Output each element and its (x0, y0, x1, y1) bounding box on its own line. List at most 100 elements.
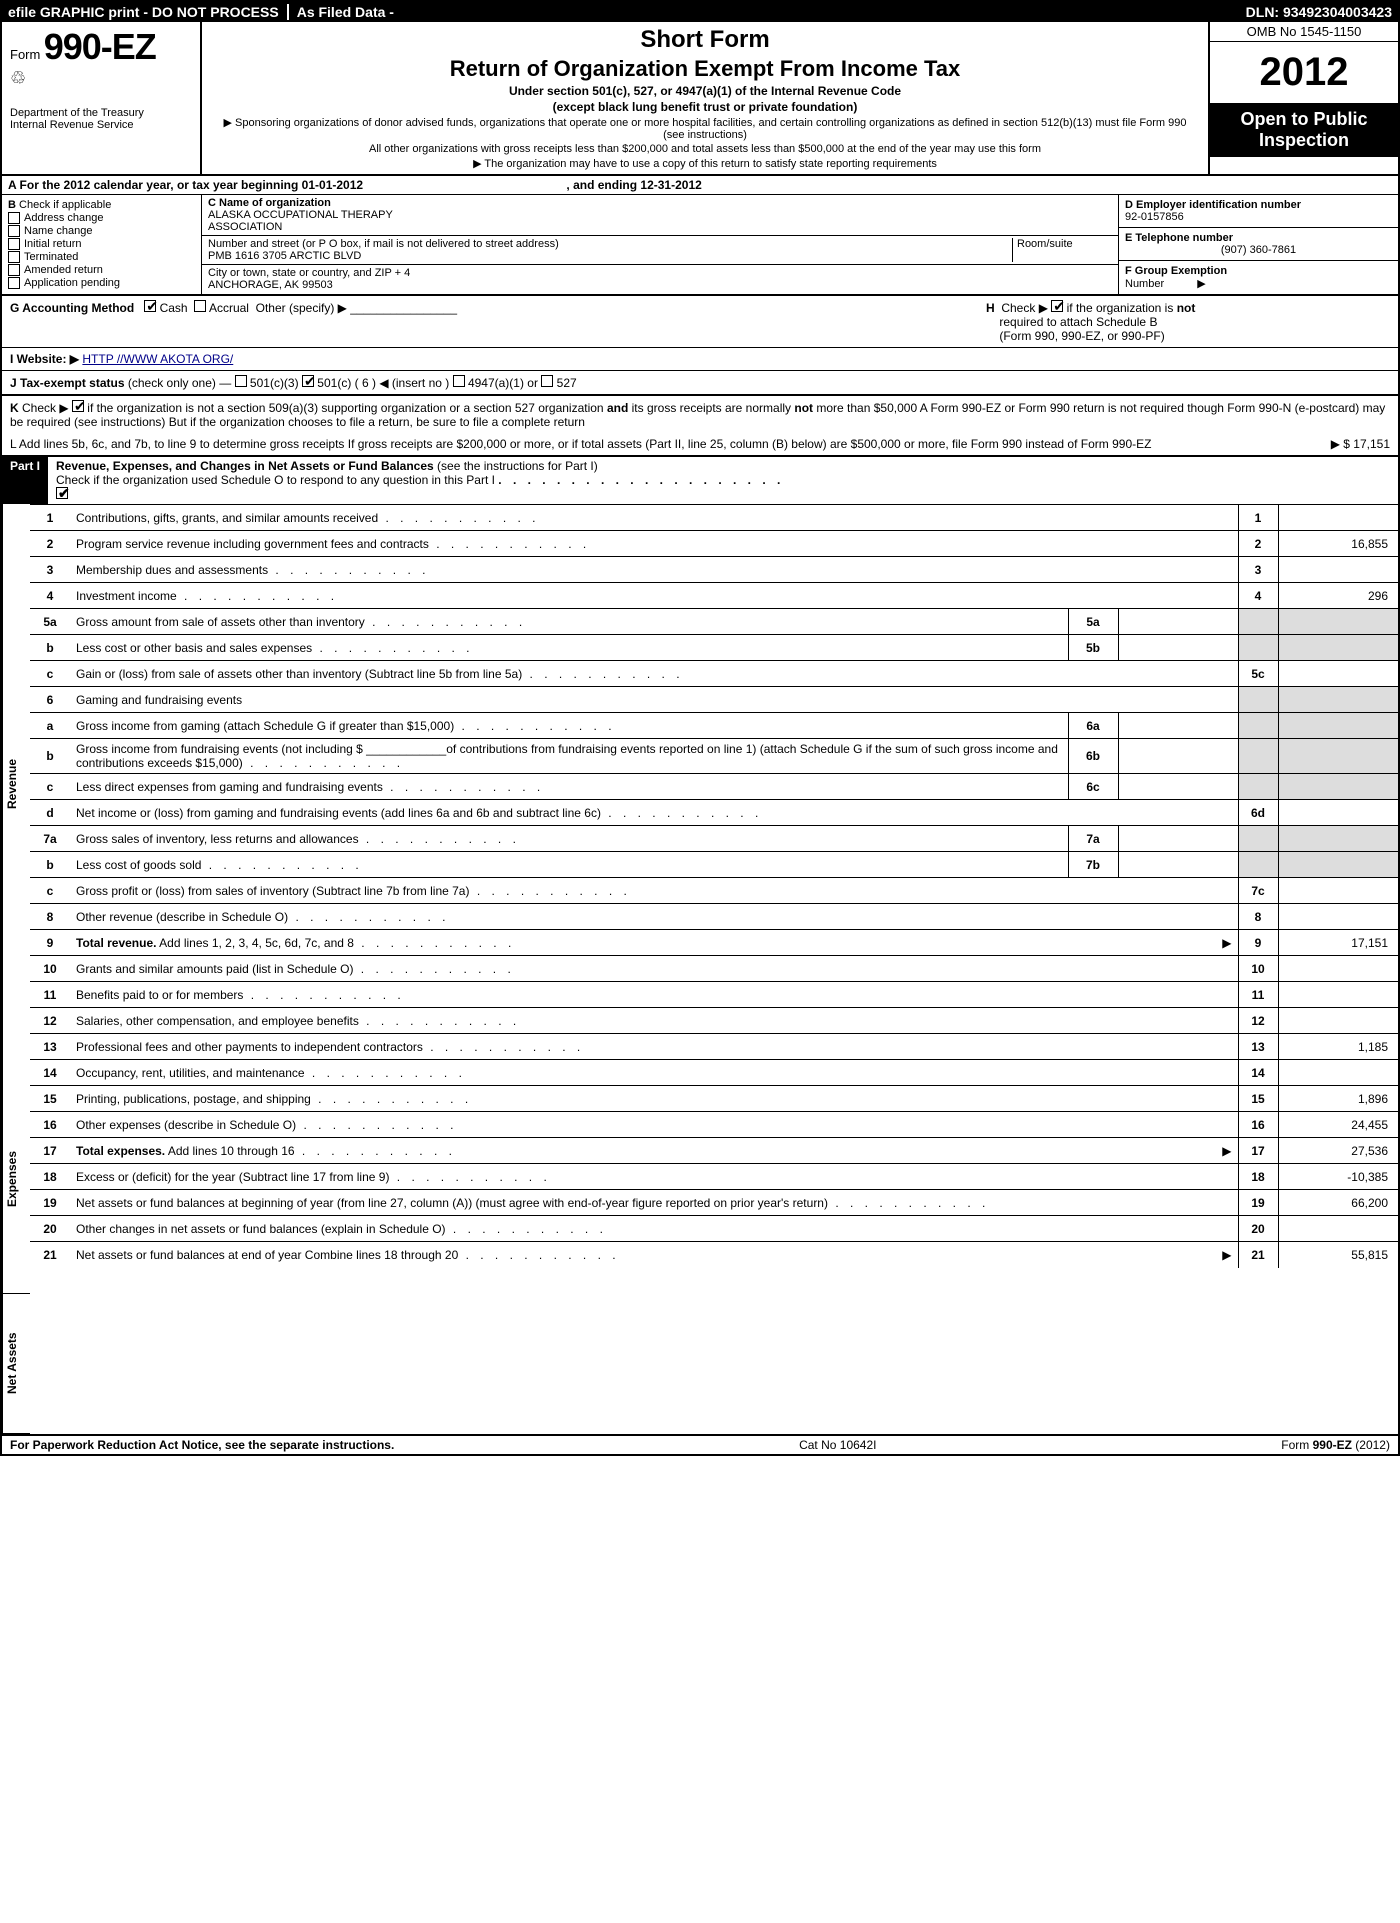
b-head: B (8, 199, 16, 211)
treasury-1: Department of the Treasury (10, 107, 192, 119)
b-item-3: Terminated (24, 251, 78, 263)
lnum-l11: 11 (30, 982, 70, 1008)
part-i-title-text: Revenue, Expenses, and Changes in Net As… (56, 459, 434, 473)
chk-name[interactable] (8, 225, 20, 237)
dots-l5b: . . . . . . . . . . . (312, 641, 473, 655)
rval-l9: 17,151 (1278, 930, 1398, 956)
rval-l14 (1278, 1060, 1398, 1086)
section-bcdef: B Check if applicable Address change Nam… (2, 195, 1398, 296)
desc-l18: Excess or (deficit) for the year (Subtra… (70, 1164, 1238, 1190)
c-name-row: C Name of organization ALASKA OCCUPATION… (202, 195, 1118, 236)
chk-accrual[interactable] (194, 300, 206, 312)
j-o1: 501(c)(3) (250, 376, 299, 390)
line-l10: 10Grants and similar amounts paid (list … (30, 956, 1398, 982)
dots-l4: . . . . . . . . . . . (177, 589, 338, 603)
lnum-l17: 17 (30, 1138, 70, 1164)
rnum-l21: 21 (1238, 1242, 1278, 1268)
lnum-l3: 3 (30, 557, 70, 583)
chk-501c3[interactable] (235, 375, 247, 387)
lnum-l7a: 7a (30, 826, 70, 852)
desc-l7a: Gross sales of inventory, less returns a… (70, 826, 1068, 852)
desc-l13: Professional fees and other payments to … (70, 1034, 1238, 1060)
footer: For Paperwork Reduction Act Notice, see … (2, 1434, 1398, 1454)
short-form-title: Short Form (212, 26, 1198, 54)
dots-l17: . . . . . . . . . . . (295, 1144, 456, 1158)
chk-terminated[interactable] (8, 251, 20, 263)
dots-l5c: . . . . . . . . . . . (522, 667, 683, 681)
k-label: K (10, 401, 19, 415)
chk-527[interactable] (541, 375, 553, 387)
rval-l5b (1278, 635, 1398, 661)
dots-l16: . . . . . . . . . . . (296, 1118, 457, 1132)
line-l9: 9Total revenue. Add lines 1, 2, 3, 4, 5c… (30, 930, 1398, 956)
rval-l19: 66,200 (1278, 1190, 1398, 1216)
d-val: 92-0157856 (1125, 211, 1184, 223)
chk-h[interactable] (1051, 300, 1063, 312)
line-l6c: cLess direct expenses from gaming and fu… (30, 774, 1398, 800)
city-label: City or town, state or country, and ZIP … (208, 267, 410, 279)
chk-initial[interactable] (8, 238, 20, 250)
form-990ez-page: efile GRAPHIC print - DO NOT PROCESS As … (0, 0, 1400, 1456)
dots-l7b: . . . . . . . . . . . (201, 858, 362, 872)
line-l15: 15Printing, publications, postage, and s… (30, 1086, 1398, 1112)
line-l6a: aGross income from gaming (attach Schedu… (30, 713, 1398, 739)
street-label: Number and street (or P O box, if mail i… (208, 238, 559, 250)
line-l19: 19Net assets or fund balances at beginni… (30, 1190, 1398, 1216)
row-a-pre: A For the 2012 calendar year, or tax yea… (8, 178, 302, 192)
line-l17: 17Total expenses. Add lines 10 through 1… (30, 1138, 1398, 1164)
lnum-l15: 15 (30, 1086, 70, 1112)
table-content: 1Contributions, gifts, grants, and simil… (30, 504, 1398, 1434)
dots-l3: . . . . . . . . . . . (268, 563, 429, 577)
line-l6: 6Gaming and fundraising events (30, 687, 1398, 713)
lnum-l6c: c (30, 774, 70, 800)
rval-l6b (1278, 739, 1398, 774)
side-expenses: Expenses (2, 1064, 30, 1294)
chk-k[interactable] (72, 400, 84, 412)
dots-l14: . . . . . . . . . . . (305, 1066, 466, 1080)
subnum-l7a: 7a (1068, 826, 1118, 852)
org-name-1: ALASKA OCCUPATIONAL THERAPY (208, 209, 393, 221)
desc-l4: Investment income . . . . . . . . . . . (70, 583, 1238, 609)
j-o4: 527 (557, 376, 577, 390)
rnum-l6d: 6d (1238, 800, 1278, 826)
line-l: L Add lines 5b, 6c, and 7b, to line 9 to… (2, 433, 1398, 455)
chk-cash[interactable] (144, 300, 156, 312)
rval-l6 (1278, 687, 1398, 713)
row-a-mid: , and ending (566, 178, 640, 192)
chk-amended[interactable] (8, 264, 20, 276)
line-k: K Check ▶ if the organization is not a s… (2, 395, 1398, 433)
k-text2: if the organization is not a section 509… (87, 401, 603, 415)
rnum-l5a (1238, 609, 1278, 635)
chk-501c[interactable] (302, 375, 314, 387)
chk-part-i[interactable] (56, 487, 68, 499)
h-pre: H (986, 301, 995, 315)
lnum-l8: 8 (30, 904, 70, 930)
dots-l7a: . . . . . . . . . . . (359, 832, 520, 846)
rnum-l20: 20 (1238, 1216, 1278, 1242)
dots-l7c: . . . . . . . . . . . (469, 884, 630, 898)
rnum-l6a (1238, 713, 1278, 739)
lnum-l9: 9 (30, 930, 70, 956)
b-item-0: Address change (24, 212, 104, 224)
desc-l12: Salaries, other compensation, and employ… (70, 1008, 1238, 1034)
header-row: Form 990-EZ ♲ Department of the Treasury… (2, 22, 1398, 176)
rnum-l1: 1 (1238, 505, 1278, 531)
f-label: F Group Exemption (1125, 265, 1227, 277)
rnum-l8: 8 (1238, 904, 1278, 930)
line-l12: 12Salaries, other compensation, and empl… (30, 1008, 1398, 1034)
chk-pending[interactable] (8, 277, 20, 289)
desc-l20: Other changes in net assets or fund bala… (70, 1216, 1238, 1242)
rval-l15: 1,896 (1278, 1086, 1398, 1112)
l-text: L Add lines 5b, 6c, and 7b, to line 9 to… (10, 437, 1250, 451)
line-l13: 13Professional fees and other payments t… (30, 1034, 1398, 1060)
desc-l8: Other revenue (describe in Schedule O) .… (70, 904, 1238, 930)
website-link[interactable]: HTTP //WWW AKOTA ORG/ (82, 352, 233, 366)
rval-l11 (1278, 982, 1398, 1008)
row-f: F Group Exemption Number ▶ (1119, 261, 1398, 294)
line-l1: 1Contributions, gifts, grants, and simil… (30, 505, 1398, 531)
desc-l6: Gaming and fundraising events (70, 687, 1238, 713)
chk-4947[interactable] (453, 375, 465, 387)
h-text3: required to attach Schedule B (999, 315, 1157, 329)
line-l6d: dNet income or (loss) from gaming and fu… (30, 800, 1398, 826)
chk-address[interactable] (8, 212, 20, 224)
